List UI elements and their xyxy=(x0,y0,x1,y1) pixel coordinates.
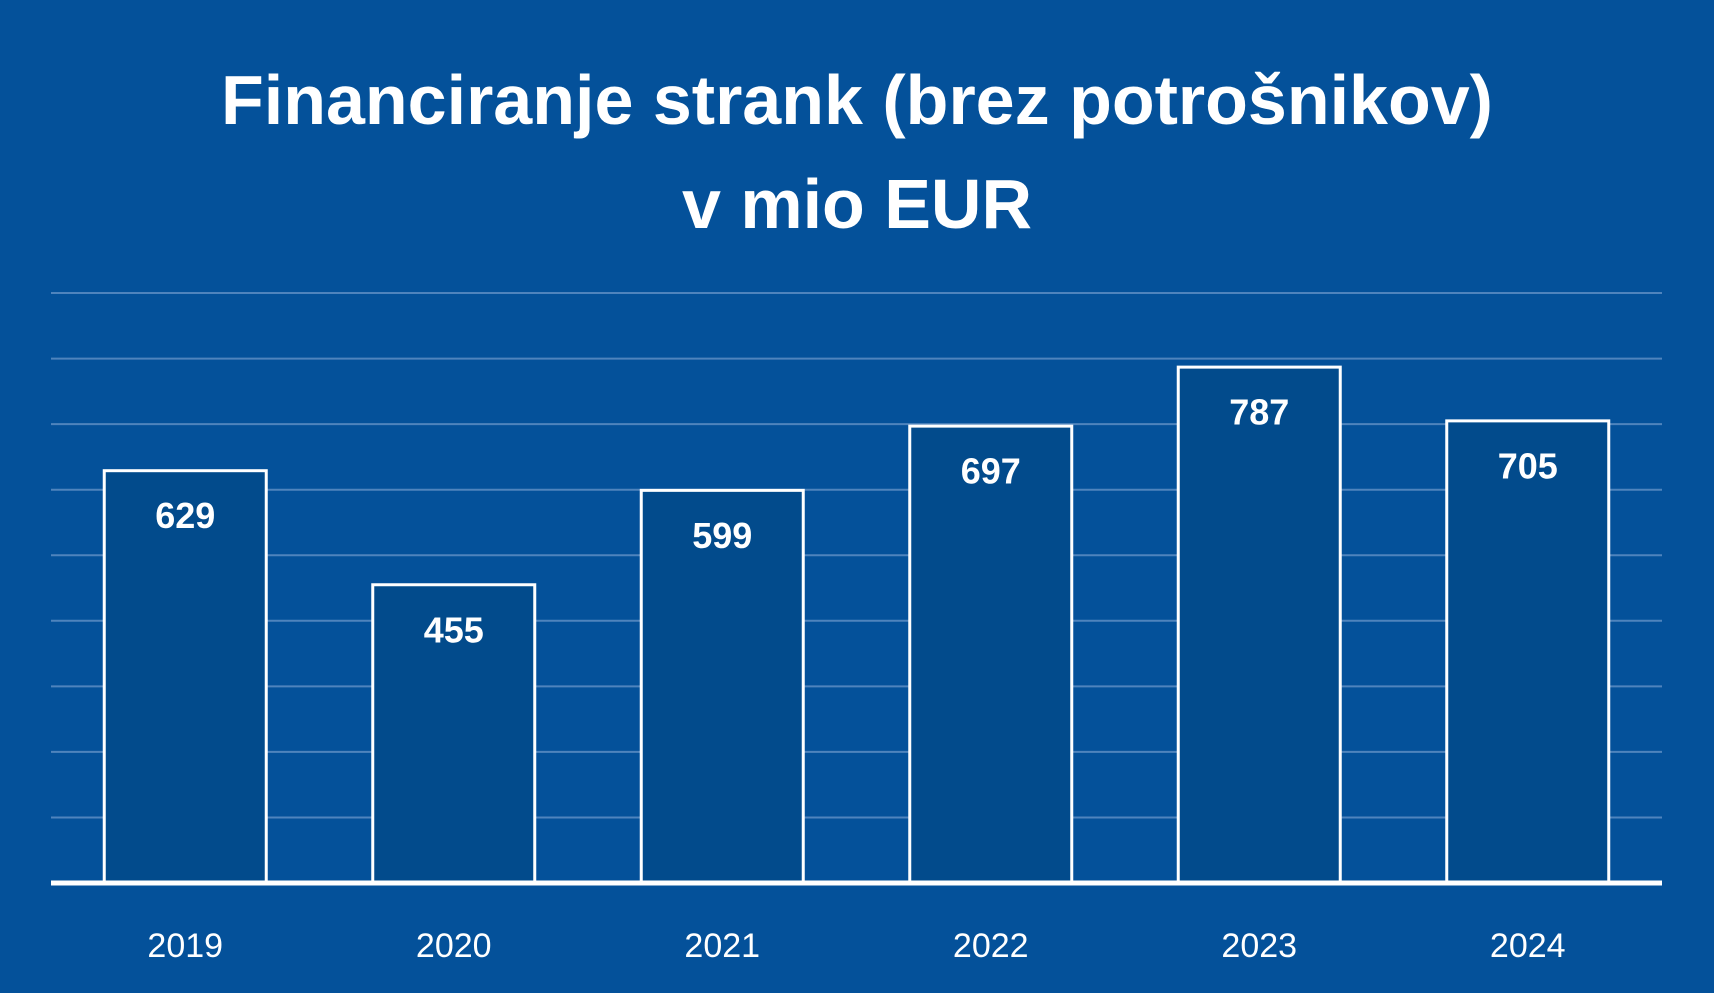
data-label-2020: 455 xyxy=(424,609,484,650)
bar-2020 xyxy=(371,583,537,885)
bars xyxy=(102,365,1611,885)
data-label-2021: 599 xyxy=(692,515,752,556)
data-label-2024: 705 xyxy=(1498,445,1558,486)
x-tick-label-2023: 2023 xyxy=(1221,927,1297,965)
chart-title-line-2: v mio EUR xyxy=(681,165,1033,243)
bar-2019 xyxy=(102,469,268,885)
bar-2022 xyxy=(908,424,1074,885)
bar-2021 xyxy=(639,488,805,885)
x-tick-label-2022: 2022 xyxy=(953,927,1029,965)
chart-title: Financiranje strank (brez potrošnikov) v… xyxy=(0,48,1714,256)
x-tick-label-2021: 2021 xyxy=(684,927,760,965)
data-label-2019: 629 xyxy=(155,495,215,536)
chart-title-line-1: Financiranje strank (brez potrošnikov) xyxy=(221,61,1493,139)
x-tick-label-2019: 2019 xyxy=(147,927,223,965)
gridlines xyxy=(51,292,1662,819)
bar-2024 xyxy=(1445,419,1611,885)
data-label-2022: 697 xyxy=(961,451,1021,492)
x-tick-label-2024: 2024 xyxy=(1490,927,1566,965)
bar-2023 xyxy=(1176,365,1342,885)
x-tick-label-2020: 2020 xyxy=(416,927,492,965)
x-axis-tick-labels: 2019 2020 2021 2022 2023 2024 xyxy=(147,927,1565,965)
data-label-2023: 787 xyxy=(1229,392,1289,433)
data-labels: 629 455 599 697 787 705 xyxy=(155,392,1558,651)
